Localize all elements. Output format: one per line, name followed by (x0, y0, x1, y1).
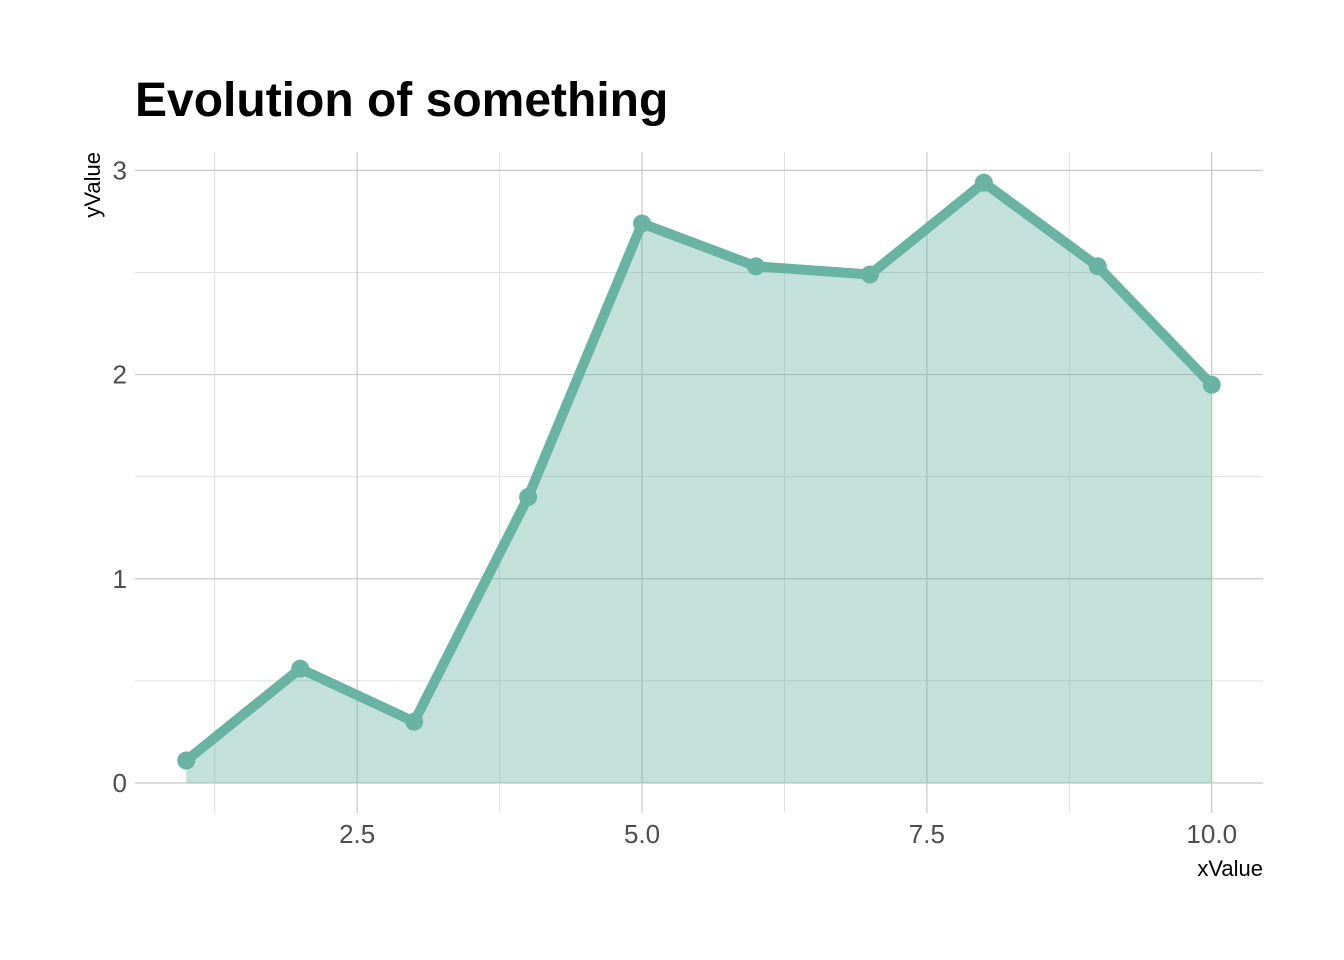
data-point (633, 214, 652, 233)
points-layer (177, 173, 1221, 770)
data-point (177, 751, 196, 770)
data-point (1202, 375, 1221, 394)
data-point (746, 257, 765, 276)
line-layer (181, 177, 1217, 766)
area-layer (186, 182, 1212, 783)
y-tick-label: 3 (113, 155, 127, 185)
grid (135, 152, 1263, 813)
x-tick-labels: 2.5 5.0 7.5 10.0 (339, 819, 1237, 849)
area-fill (186, 182, 1212, 783)
y-tick-label: 1 (113, 564, 127, 594)
data-point (860, 265, 879, 284)
data-point (974, 173, 993, 192)
data-point (519, 488, 538, 507)
y-axis-label: yValue (80, 152, 105, 218)
chart-title: Evolution of something (135, 74, 668, 127)
x-axis-label: xValue (1197, 856, 1263, 881)
series-line (181, 177, 1217, 766)
y-tick-label: 2 (113, 360, 127, 390)
x-tick-label: 2.5 (339, 819, 375, 849)
y-tick-labels: 0 1 2 3 (113, 155, 127, 798)
x-tick-label: 7.5 (909, 819, 945, 849)
data-point (405, 712, 424, 731)
y-tick-label: 0 (113, 768, 127, 798)
data-point (291, 659, 310, 678)
x-tick-label: 5.0 (624, 819, 660, 849)
x-tick-label: 10.0 (1186, 819, 1237, 849)
data-point (1088, 257, 1107, 276)
